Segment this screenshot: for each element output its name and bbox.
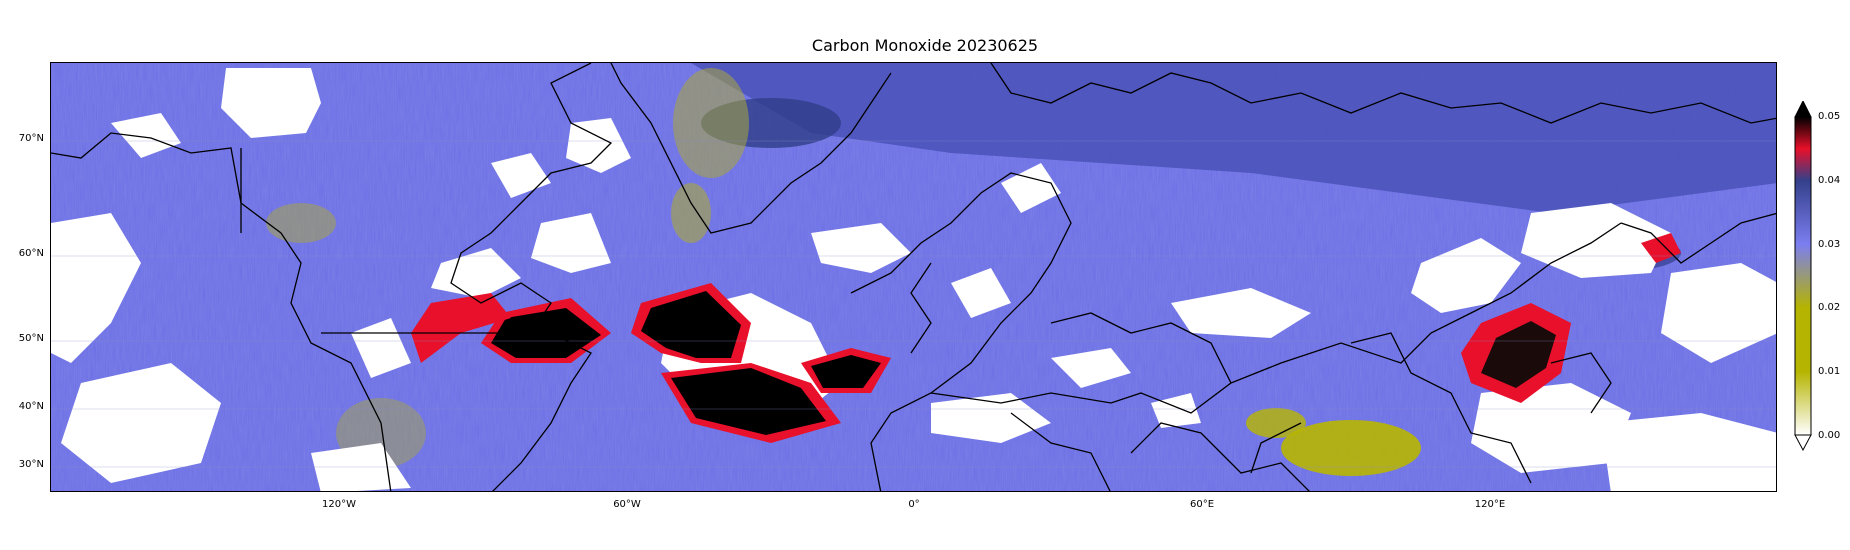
co-low-patch: [266, 203, 336, 243]
map-title: Carbon Monoxide 20230625: [811, 36, 1039, 55]
lon-label-0: 0°: [908, 499, 920, 510]
graticule: [51, 140, 1776, 468]
colorbar-extend-max: [1794, 101, 1812, 118]
colorbar-extend-min: [1794, 434, 1812, 451]
lat-label-30n: 30°N: [18, 459, 44, 470]
colorbar-tick-0-02: 0.02: [1818, 302, 1841, 313]
lat-label-70n: 70°N: [18, 133, 44, 144]
lat-label-50n: 50°N: [18, 333, 44, 344]
colorbar: [1794, 101, 1812, 451]
lat-label-40n: 40°N: [18, 401, 44, 412]
lon-label-120e: 120°E: [1474, 499, 1506, 510]
colorbar-tick-0-03: 0.03: [1818, 239, 1841, 250]
colorbar-tick-0-00: 0.00: [1818, 430, 1841, 441]
smoke-plumes: [411, 233, 1681, 443]
coastlines: [51, 63, 1776, 491]
lon-label-60e: 60°E: [1189, 499, 1215, 510]
co-low-tibet: [1281, 420, 1421, 476]
colorbar-gradient: [1794, 116, 1812, 436]
co-low-patch: [1246, 408, 1306, 438]
colorbar-tick-0-04: 0.04: [1818, 175, 1841, 186]
lon-label-120w: 120°W: [322, 499, 356, 510]
lat-label-60n: 60°N: [18, 248, 44, 259]
colorbar-tick-0-05: 0.05: [1818, 111, 1841, 122]
map-canvas: [51, 63, 1776, 491]
co-low-greenland: [673, 68, 749, 178]
colorbar-tick-0-01: 0.01: [1818, 366, 1841, 377]
carbon-monoxide-map[interactable]: [50, 62, 1777, 492]
co-high-band: [691, 63, 1776, 213]
co-low-patch: [671, 183, 711, 243]
lon-label-60w: 60°W: [613, 499, 641, 510]
